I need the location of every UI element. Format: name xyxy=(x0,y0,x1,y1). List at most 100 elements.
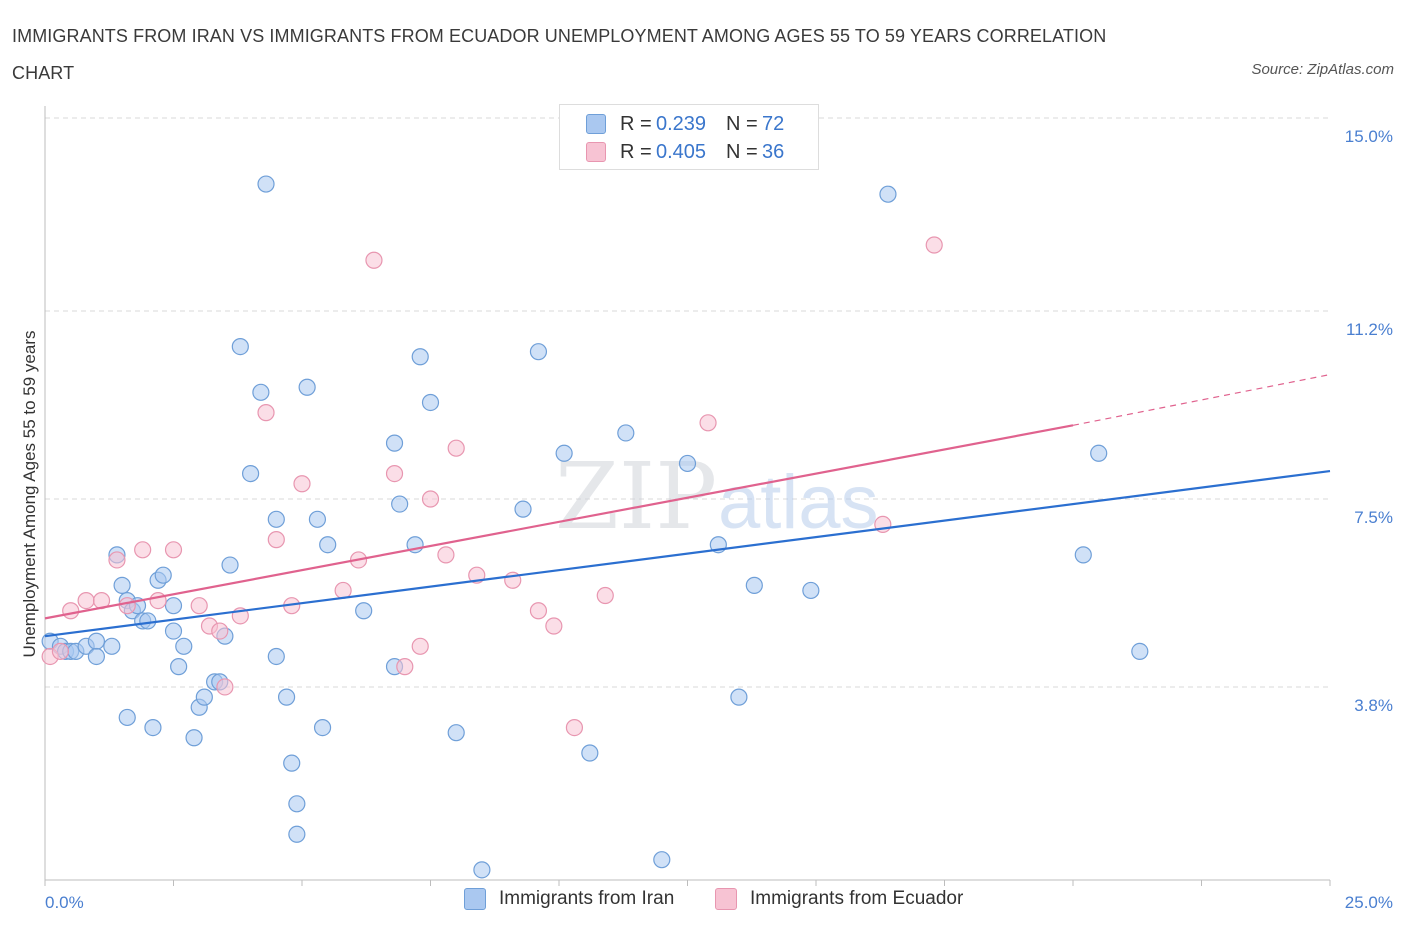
point-iran xyxy=(514,500,532,518)
point-iran xyxy=(319,536,337,554)
point-ecuador xyxy=(164,541,183,559)
point-ecuador xyxy=(396,658,414,676)
point-iran xyxy=(355,602,373,620)
legend-swatch-iran xyxy=(586,114,606,134)
r-value: 0.405 xyxy=(656,140,707,163)
axes xyxy=(44,106,1331,886)
point-ecuador xyxy=(385,465,404,483)
point-iran xyxy=(221,556,239,574)
point-iran xyxy=(118,708,136,727)
point-iran xyxy=(277,688,296,706)
point-iran xyxy=(288,795,306,813)
trend-lines xyxy=(44,373,1331,638)
point-ecuador xyxy=(699,414,717,432)
watermark-atlas: atlas xyxy=(718,460,879,545)
point-iran xyxy=(103,637,121,655)
point-iran xyxy=(678,454,697,473)
n-label: N = xyxy=(726,112,758,135)
legend-label-iran: Immigrants from Iran xyxy=(499,888,675,909)
n-value: 72 xyxy=(762,112,785,135)
point-ecuador xyxy=(565,718,584,737)
y-axis-title: Unemployment Among Ages 55 to 59 years xyxy=(20,331,39,658)
point-ecuador xyxy=(216,678,234,696)
point-iran xyxy=(175,637,193,655)
point-ecuador xyxy=(77,591,95,610)
point-iran xyxy=(252,383,270,401)
source-label: Source: ZipAtlas.com xyxy=(1251,61,1394,78)
legend-swatch-ecuador xyxy=(715,888,737,910)
point-iran xyxy=(879,185,897,203)
trend-line-iran xyxy=(44,469,1331,638)
data-points xyxy=(41,175,1149,879)
point-ecuador xyxy=(447,439,465,457)
legend-swatch-ecuador xyxy=(586,142,606,162)
point-ecuador xyxy=(411,637,429,655)
point-iran xyxy=(231,338,249,356)
point-iran xyxy=(529,343,548,361)
x-tick-label: 25.0% xyxy=(1345,893,1393,912)
point-ecuador xyxy=(925,236,943,254)
point-iran xyxy=(411,348,429,366)
point-ecuador xyxy=(118,597,136,615)
x-tick-label: 0.0% xyxy=(45,893,84,912)
point-iran xyxy=(385,434,404,452)
point-ecuador xyxy=(51,642,70,661)
legend-item-iran[interactable]: Immigrants from Iran xyxy=(464,888,674,910)
point-iran xyxy=(154,566,172,584)
r-value: 0.239 xyxy=(656,112,707,135)
legend-item-ecuador[interactable]: Immigrants from Ecuador xyxy=(715,888,963,910)
point-ecuador xyxy=(190,597,208,615)
point-iran xyxy=(802,581,820,600)
r-label: R = xyxy=(620,112,652,135)
point-iran xyxy=(1090,444,1108,462)
trend-extension-ecuador xyxy=(1072,373,1331,426)
point-iran xyxy=(139,612,157,630)
point-iran xyxy=(257,175,275,193)
point-ecuador xyxy=(211,622,229,640)
point-iran xyxy=(267,510,285,528)
point-iran xyxy=(313,718,332,737)
point-ecuador xyxy=(257,404,275,422)
n-value: 36 xyxy=(762,140,785,163)
point-iran xyxy=(195,688,213,706)
point-ecuador xyxy=(108,551,126,569)
point-ecuador xyxy=(529,602,548,620)
point-iran xyxy=(144,718,162,737)
point-iran xyxy=(391,495,409,513)
point-iran xyxy=(164,597,183,615)
stats-row-iran: R = 0.239 N = 72 xyxy=(586,111,784,137)
point-iran xyxy=(421,393,440,412)
n-label: N = xyxy=(726,140,758,163)
point-iran xyxy=(170,658,188,676)
legend-swatch-iran xyxy=(464,888,486,910)
point-iran xyxy=(283,754,301,772)
point-ecuador xyxy=(421,490,440,508)
chart-title: IMMIGRANTS FROM IRAN VS IMMIGRANTS FROM … xyxy=(12,26,1107,83)
point-iran xyxy=(555,444,573,462)
point-iran xyxy=(581,744,599,762)
point-iran xyxy=(653,851,671,869)
y-tick-label: 3.8% xyxy=(1354,696,1393,715)
y-tick-label: 11.2% xyxy=(1346,320,1393,339)
point-iran xyxy=(87,647,106,666)
point-ecuador xyxy=(134,541,152,559)
point-ecuador xyxy=(365,251,383,269)
trend-line-ecuador xyxy=(44,424,1074,620)
point-iran xyxy=(87,632,106,650)
series-legend: Immigrants from Iran Immigrants from Ecu… xyxy=(0,888,1406,916)
point-ecuador xyxy=(437,546,455,564)
y-tick-label: 15.0% xyxy=(1345,127,1393,146)
stats-legend: R = 0.239 N = 72 R = 0.405 N = 36 xyxy=(559,104,819,170)
point-ecuador xyxy=(545,617,563,635)
point-iran xyxy=(267,647,285,666)
point-iran xyxy=(730,688,748,706)
r-label: R = xyxy=(620,140,652,163)
point-iran xyxy=(164,622,183,640)
point-iran xyxy=(745,576,763,594)
point-iran xyxy=(288,825,306,843)
point-iran xyxy=(1074,546,1092,564)
point-ecuador xyxy=(267,531,285,549)
point-iran xyxy=(447,724,465,742)
grid-lines xyxy=(45,117,1330,688)
